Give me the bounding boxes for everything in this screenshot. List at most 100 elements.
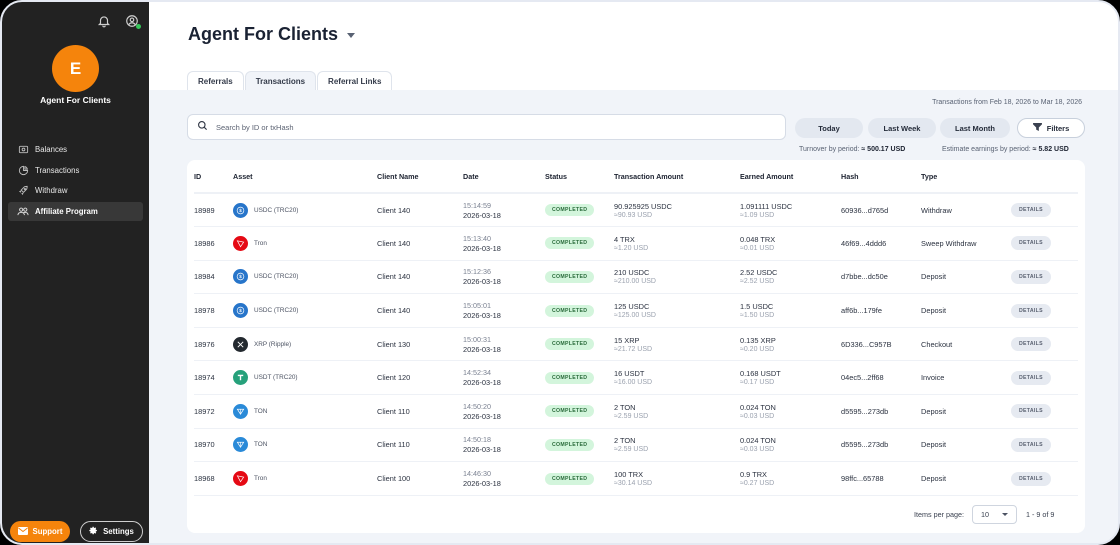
last-week-button[interactable]: Last Week bbox=[868, 118, 936, 138]
earned-amount: 2.52 USDC bbox=[740, 268, 778, 278]
details-button[interactable]: DETAILS bbox=[1011, 404, 1051, 419]
cell-id: 18968 bbox=[194, 461, 233, 496]
col-id[interactable]: ID bbox=[194, 160, 233, 194]
table-row[interactable]: 18986 Tron Client 140 15:13:40 2026-03-18 COM… bbox=[194, 226, 1078, 261]
search-box[interactable] bbox=[187, 114, 786, 140]
pagination: Items per page: 10 1 - 9 of 9 bbox=[914, 505, 1054, 524]
cell-type: Deposit bbox=[921, 461, 1011, 496]
sidebar-item-affiliate-program[interactable]: Affiliate Program bbox=[8, 201, 143, 221]
table-row[interactable]: 18978 $ USDC (TRC20) Client 140 15:05:01 2026… bbox=[194, 293, 1078, 328]
col-type[interactable]: Type bbox=[921, 160, 1011, 194]
tab-referrals[interactable]: Referrals bbox=[187, 71, 244, 90]
asset-name: XRP (Ripple) bbox=[254, 340, 292, 348]
sidebar-item-label: Transactions bbox=[35, 165, 80, 175]
cell-date: 15:14:59 2026-03-18 bbox=[463, 193, 545, 228]
cell-asset: $ USDC (TRC20) bbox=[233, 260, 377, 295]
cell-id: 18984 bbox=[194, 260, 233, 295]
page-title: Agent For Clients bbox=[188, 24, 339, 44]
details-button[interactable]: DETAILS bbox=[1011, 471, 1051, 486]
status-badge: COMPLETED bbox=[545, 438, 595, 451]
table-row[interactable]: 18972 TON Client 110 14:50:20 2026-03-18 COMP… bbox=[194, 394, 1078, 429]
details-button[interactable]: DETAILS bbox=[1011, 303, 1051, 318]
items-per-page-select[interactable]: 10 bbox=[971, 505, 1017, 524]
table-row[interactable]: 18984 $ USDC (TRC20) Client 140 15:12:36 2026… bbox=[194, 260, 1078, 295]
time: 15:13:40 bbox=[463, 233, 491, 243]
time: 15:05:01 bbox=[463, 301, 491, 311]
col-status[interactable]: Status bbox=[545, 160, 614, 194]
earned-usd: ≈0.27 USD bbox=[740, 480, 775, 488]
cell-type: Deposit bbox=[921, 428, 1011, 463]
col-transaction-amount[interactable]: Transaction Amount bbox=[614, 160, 740, 194]
table-row[interactable]: 18974 USDT (TRC20) Client 120 14:52:34 2026-… bbox=[194, 360, 1078, 396]
table-row[interactable]: 18989 $ USDC (TRC20) Client 140 15:14:59 2026… bbox=[194, 193, 1078, 228]
filters-button[interactable]: Filters bbox=[1017, 118, 1085, 138]
svg-text:$: $ bbox=[239, 308, 242, 313]
col-asset[interactable]: Asset bbox=[233, 160, 377, 194]
sidebar-item-transactions[interactable]: Transactions bbox=[8, 161, 143, 180]
ton-coin-icon bbox=[233, 437, 248, 453]
col-date[interactable]: Date bbox=[463, 160, 545, 194]
status-badge: COMPLETED bbox=[545, 270, 595, 283]
filters-label: Filters bbox=[1046, 123, 1070, 133]
table-row[interactable]: 18976 XRP (Ripple) Client 130 15:00:31 2026-… bbox=[194, 327, 1078, 362]
support-button[interactable]: Support bbox=[10, 521, 70, 542]
wallet-icon bbox=[17, 144, 29, 156]
col-earned-amount[interactable]: Earned Amount bbox=[740, 160, 841, 194]
cell-asset: $ USDC (TRC20) bbox=[233, 193, 377, 228]
cell-id: 18974 bbox=[194, 360, 233, 396]
cell-earned: 0.135 XRP ≈0.20 USD bbox=[740, 327, 841, 362]
cell-tx-amount: 125 USDC ≈125.00 USD bbox=[614, 293, 740, 328]
col-hash[interactable]: Hash bbox=[841, 160, 921, 194]
settings-button[interactable]: Settings bbox=[80, 521, 143, 542]
details-button[interactable]: DETAILS bbox=[1011, 437, 1051, 452]
cell-type: Sweep Withdraw bbox=[921, 226, 1011, 261]
tab-referral-links[interactable]: Referral Links bbox=[317, 71, 393, 90]
tab-transactions[interactable]: Transactions bbox=[244, 71, 317, 90]
cell-client: Client 140 bbox=[377, 226, 463, 261]
agent-selector[interactable]: Agent For Clients bbox=[188, 24, 356, 45]
tx-usd: ≈90.93 USD bbox=[614, 211, 653, 219]
search-input[interactable] bbox=[216, 122, 756, 132]
cell-tx-amount: 100 TRX ≈30.14 USD bbox=[614, 461, 740, 496]
col-client-name[interactable]: Client Name bbox=[377, 160, 463, 194]
asset-name: USDC (TRC20) bbox=[254, 273, 299, 281]
details-button[interactable]: DETAILS bbox=[1011, 236, 1051, 251]
cell-tx-amount: 15 XRP ≈21.72 USD bbox=[614, 327, 740, 362]
date: 2026-03-18 bbox=[463, 210, 501, 220]
cell-date: 15:12:36 2026-03-18 bbox=[463, 260, 545, 295]
today-button[interactable]: Today bbox=[795, 118, 863, 138]
earned-usd: ≈0.01 USD bbox=[740, 244, 775, 252]
sidebar-item-label: Affiliate Program bbox=[35, 206, 98, 216]
sidebar-item-withdraw[interactable]: Withdraw bbox=[8, 181, 143, 200]
date: 2026-03-18 bbox=[463, 411, 501, 421]
cell-hash: 04ec5...2ff68 bbox=[841, 360, 921, 396]
earned-usd: ≈0.17 USD bbox=[740, 379, 775, 387]
table-row[interactable]: 18970 TON Client 110 14:50:18 2026-03-18 COMP… bbox=[194, 428, 1078, 463]
asset-name: USDC (TRC20) bbox=[254, 307, 299, 315]
details-button[interactable]: DETAILS bbox=[1011, 370, 1051, 385]
sidebar-item-label: Balances bbox=[35, 145, 68, 154]
cell-client: Client 130 bbox=[377, 327, 463, 362]
cell-actions: DETAILS bbox=[1011, 226, 1078, 261]
agent-name: Agent For Clients bbox=[40, 95, 111, 105]
svg-text:$: $ bbox=[239, 208, 242, 213]
cell-date: 15:05:01 2026-03-18 bbox=[463, 293, 545, 328]
table-row[interactable]: 18968 Tron Client 100 14:46:30 2026-03-18 COM… bbox=[194, 461, 1078, 496]
tx-usd: ≈1.20 USD bbox=[614, 244, 649, 252]
cell-date: 15:13:40 2026-03-18 bbox=[463, 226, 545, 261]
last-month-button[interactable]: Last Month bbox=[940, 118, 1010, 138]
tx-usd: ≈30.14 USD bbox=[614, 480, 653, 488]
cell-tx-amount: 2 TON ≈2.59 USD bbox=[614, 428, 740, 463]
details-button[interactable]: DETAILS bbox=[1011, 269, 1051, 284]
earned-amount: 0.048 TRX bbox=[740, 234, 776, 244]
user-account-icon[interactable] bbox=[125, 14, 141, 29]
details-button[interactable]: DETAILS bbox=[1011, 337, 1051, 352]
status-badge: COMPLETED bbox=[545, 204, 595, 217]
cell-type: Deposit bbox=[921, 260, 1011, 295]
cell-status: COMPLETED bbox=[545, 260, 614, 295]
cell-hash: 60936...d765d bbox=[841, 193, 921, 228]
bell-icon[interactable] bbox=[97, 14, 111, 28]
cell-type: Deposit bbox=[921, 293, 1011, 328]
sidebar-item-balances[interactable]: Balances bbox=[8, 140, 143, 159]
details-button[interactable]: DETAILS bbox=[1011, 203, 1051, 218]
